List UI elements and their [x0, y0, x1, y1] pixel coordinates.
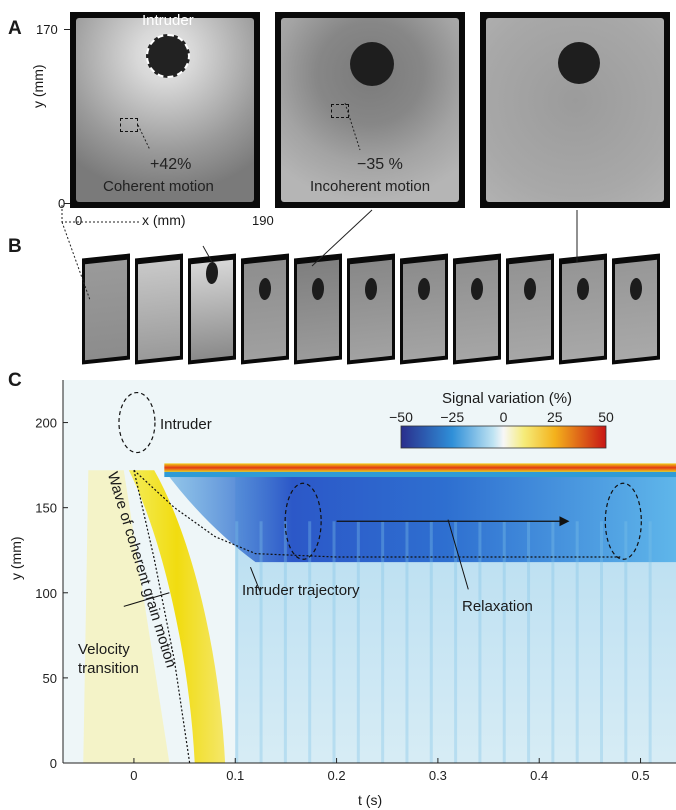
heatmap-top-edge	[164, 463, 676, 472]
heatmap-top-edge-under	[164, 471, 676, 478]
intruder-highlight	[146, 34, 190, 78]
colorbar-tick-label: 0	[500, 409, 508, 425]
ytick-mark-top	[64, 29, 70, 30]
annotation-intruder: Intruder	[160, 416, 212, 433]
heatmap-streak	[429, 521, 433, 763]
relaxation-arrowhead	[559, 516, 570, 527]
intruder-dark	[350, 42, 394, 86]
wave-band	[128, 470, 226, 763]
heatmap-streak	[381, 521, 385, 763]
heatmap-streak	[259, 521, 263, 763]
intruder-label: Intruder	[142, 12, 194, 29]
ytick-mark-bottom	[64, 203, 70, 204]
heatmap-streak	[624, 521, 628, 763]
x-tick-label: 0.2	[328, 768, 346, 783]
heatmap-early-band	[83, 470, 170, 763]
heatmap-streak	[551, 521, 555, 763]
x-tick-label: 0	[130, 768, 137, 783]
intruder-dark	[558, 42, 600, 84]
heatmap-streak	[575, 521, 579, 763]
intruder-trajectory-line	[133, 469, 621, 558]
colorbar-tick-label: 50	[598, 409, 614, 425]
x-tick-label: 0.4	[530, 768, 548, 783]
y-tick-label: 200	[35, 416, 57, 431]
colorbar-title: Signal variation (%)	[442, 390, 573, 407]
mri-frame-2	[275, 12, 465, 208]
heatmap-streak	[405, 521, 409, 763]
x-tick-label: 0.3	[429, 768, 447, 783]
colorbar-tick-label: −25	[440, 409, 464, 425]
velocity-transition-line	[133, 470, 191, 764]
panel-a-xtick-left: 0	[75, 213, 83, 228]
panel-c-xlabel: t (s)	[358, 792, 383, 808]
annotation-trajectory: Intruder trajectory	[242, 582, 360, 599]
panel-ab-connectors	[61, 102, 578, 301]
heatmap-streak	[332, 521, 336, 763]
frame1-desc: Coherent motion	[103, 178, 214, 195]
panel-a-label: A	[8, 18, 22, 39]
panel-a-xlabel: x (mm)	[142, 212, 186, 228]
y-tick-label: 150	[35, 501, 57, 516]
panel-c-label: C	[8, 370, 22, 391]
colorbar	[400, 425, 607, 449]
y-tick-label: 0	[50, 756, 57, 771]
mri-frame-3	[480, 12, 670, 208]
roi-box-2	[331, 104, 349, 118]
heatmap-negative-region	[164, 470, 676, 563]
heatmap-streak	[600, 521, 604, 763]
colorbar-tick-label: 25	[547, 409, 563, 425]
panel-c-ylabel: y (mm)	[8, 536, 24, 580]
x-tick-label: 0.1	[226, 768, 244, 783]
mri-frame-1: Intruder	[70, 12, 260, 208]
panel-a-xtick-right: 190	[252, 213, 274, 228]
heatmap-streak	[283, 521, 287, 763]
heatmap-streak	[454, 521, 458, 763]
y-tick-label: 100	[35, 586, 57, 601]
annotation-relaxation: Relaxation	[462, 598, 533, 615]
y-tick-label: 50	[43, 671, 57, 686]
relaxation-leader	[447, 519, 469, 590]
heatmap-streak	[527, 521, 531, 763]
panel-a-ytick-top: 170	[36, 22, 58, 37]
panel-b-label: B	[8, 236, 22, 257]
heatmap-streak	[502, 521, 506, 763]
colorbar-tick-label: −50	[389, 409, 413, 425]
heatmap-streak	[478, 521, 482, 763]
frame2-desc: Incoherent motion	[310, 178, 431, 195]
x-tick-label: 0.5	[631, 768, 649, 783]
frame1-value: +42%	[150, 156, 192, 173]
trajectory-leader	[249, 567, 262, 593]
heatmap-chart: −50 −25 0 25 50 0 50 100 150 200 0 0.1 0.2 0.3 0.4 0.5	[35, 380, 676, 783]
frame2-value: −35 %	[357, 156, 403, 173]
annotation-velocity: Velocity transition	[78, 641, 139, 677]
heatmap-streak	[648, 521, 652, 763]
heatmap-streak	[308, 521, 312, 763]
velocity-leader	[123, 592, 170, 607]
panel-a-ytick-bottom: 0	[58, 196, 66, 211]
roi-box-1	[120, 118, 138, 132]
heatmap-streak	[235, 521, 239, 763]
heatmap-streak	[356, 521, 360, 763]
